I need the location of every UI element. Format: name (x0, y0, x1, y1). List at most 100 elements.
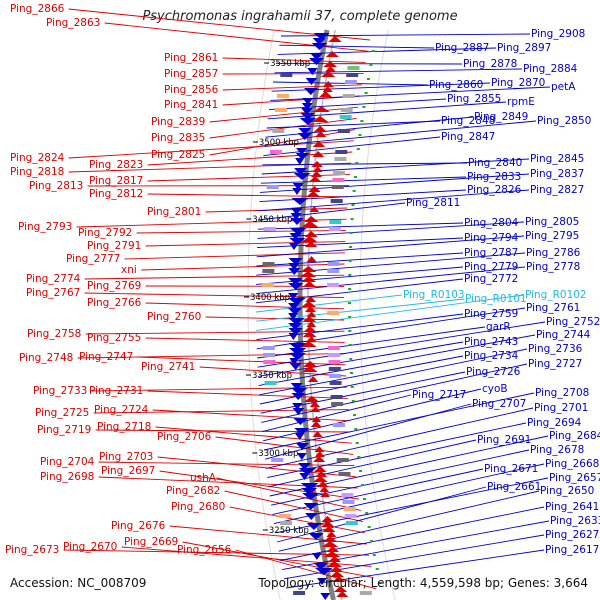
reverse-gene-arrow (308, 176, 322, 182)
reverse-gene-arrow (326, 546, 340, 552)
gene-label-left: Ping_2718 (97, 421, 151, 433)
annotation-block (331, 185, 344, 189)
forward-gene-arrow (288, 313, 299, 320)
label-connector (224, 490, 363, 523)
marker-tick (360, 120, 364, 122)
gene-label-left: xni (121, 264, 137, 276)
marker-tick (355, 442, 359, 444)
gene-label-left: Ping_2817 (89, 175, 143, 187)
reverse-gene-arrow (321, 71, 336, 77)
forward-gene-arrow (301, 108, 313, 115)
gene-label-right: Ping_2779 (464, 261, 518, 273)
gene-label-right: Ping_2627 (545, 529, 599, 541)
gene-label-right: Ping_2786 (526, 247, 581, 259)
label-connector (274, 68, 523, 74)
marker-tick (359, 470, 363, 472)
gene-label-left: Ping_2841 (164, 99, 218, 111)
forward-gene-arrow (308, 533, 324, 540)
annotation-block (329, 381, 342, 385)
forward-gene-arrow (289, 363, 302, 370)
gene-label-right: Ping_2908 (531, 28, 585, 40)
annotation-block (345, 80, 357, 84)
gene-label-left: Ping_2673 (5, 544, 59, 556)
gene-label-left: Ping_2656 (177, 544, 232, 556)
marker-tick (348, 316, 352, 318)
reverse-gene-arrow (326, 531, 337, 537)
reverse-gene-arrow (301, 366, 318, 372)
reverse-gene-arrow (314, 446, 325, 452)
label-connector (152, 409, 350, 422)
annotation-block (335, 150, 348, 154)
reverse-gene-arrow (319, 91, 332, 97)
gene-label-right: petA (551, 81, 576, 93)
gene-label-left: Ping_2747 (79, 351, 133, 363)
reverse-gene-arrow (321, 521, 335, 527)
label-connector (209, 117, 357, 139)
forward-gene-arrow (288, 303, 300, 310)
reverse-gene-arrow (303, 326, 317, 332)
annotation-block (263, 227, 276, 231)
forward-gene-arrow (320, 593, 331, 600)
gene-label-right: Ping_2684 (549, 430, 600, 442)
reverse-gene-arrow (306, 191, 321, 197)
gene-label-left: Ping_2767 (26, 287, 80, 299)
forward-gene-arrow (315, 568, 333, 575)
gene-label-right: Ping_2759 (464, 308, 518, 320)
reverse-gene-arrow (301, 221, 319, 227)
label-connector (205, 207, 348, 213)
forward-gene-arrow (294, 433, 305, 440)
gene-label-left: Ping_2698 (40, 471, 94, 483)
gene-label-left: Ping_2704 (40, 456, 95, 468)
reverse-gene-arrow (301, 301, 316, 307)
forward-gene-arrow (305, 78, 318, 85)
marker-tick (353, 414, 356, 416)
annotation-block (333, 171, 346, 175)
gene-label-left: Ping_2766 (87, 297, 142, 309)
annotation-block (329, 374, 342, 378)
forward-gene-arrow (288, 348, 307, 355)
gene-label-left: Ping_2861 (164, 52, 218, 64)
gene-label-left: Ping_2774 (26, 273, 81, 285)
gene-label-right: Ping_2657 (549, 472, 600, 484)
label-connector (147, 390, 348, 399)
reverse-gene-arrow (302, 361, 318, 367)
forward-gene-arrow (309, 58, 324, 65)
annotation-block (262, 269, 275, 273)
forward-gene-arrow (288, 293, 299, 300)
label-connector (259, 348, 528, 405)
forward-gene-arrow (305, 513, 318, 520)
scale-label: 3250 kbp (269, 526, 309, 536)
marker-tick (366, 78, 370, 80)
marker-tick (352, 190, 356, 192)
label-connector (209, 129, 356, 156)
gene-label-left: Ping_2777 (66, 253, 120, 265)
forward-gene-arrow (289, 353, 306, 360)
forward-gene-arrow (288, 318, 305, 325)
label-connector (264, 403, 472, 460)
forward-gene-arrow (289, 233, 302, 240)
gene-label-right: Ping_2701 (534, 402, 588, 414)
gene-label-left: Ping_2758 (27, 328, 81, 340)
label-connector (235, 549, 377, 590)
marker-tick (348, 274, 352, 276)
forward-gene-arrow (293, 173, 311, 180)
gene-label-left: Ping_2769 (87, 280, 141, 292)
gene-label-right: Ping_2795 (525, 230, 579, 242)
marker-tick (372, 50, 375, 52)
gene-label-right: Ping_2617 (545, 544, 599, 556)
annotation-block (340, 108, 353, 112)
forward-gene-arrow (301, 488, 318, 495)
reverse-gene-arrow (301, 276, 317, 282)
annotation-block (271, 458, 284, 462)
label-connector (84, 292, 345, 299)
annotation-block (266, 185, 279, 189)
marker-tick (350, 372, 353, 374)
forward-gene-arrow (292, 403, 303, 410)
forward-gene-arrow (299, 473, 310, 480)
label-connector (155, 426, 352, 444)
forward-gene-arrow (293, 418, 308, 425)
reverse-gene-arrow (322, 526, 336, 532)
marker-tick (358, 134, 362, 136)
reverse-gene-arrow (304, 216, 319, 222)
annotation-block (262, 283, 275, 287)
